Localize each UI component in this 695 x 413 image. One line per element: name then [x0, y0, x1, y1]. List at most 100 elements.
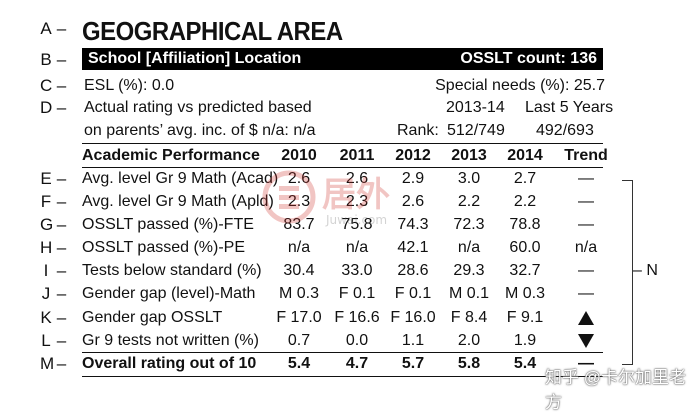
col-2011: 2011: [339, 147, 375, 164]
table-row: Avg. level Gr 9 Math (Acad) 2.6 2.6 2.9 …: [82, 168, 612, 190]
header-rule-top: [82, 143, 603, 144]
row-label: Avg. level Gr 9 Math (Apld): [82, 193, 274, 210]
bottom-rule: [82, 376, 603, 377]
row-label: Tests below standard (%): [82, 262, 262, 279]
trend-cell: [558, 330, 614, 355]
cell: 1.1: [401, 332, 425, 349]
trend-cell: —: [578, 216, 594, 233]
cell: 72.3: [453, 216, 485, 233]
academic-performance-heading: Academic Performance: [82, 147, 260, 164]
cell: 75.8: [341, 216, 373, 233]
overall-label: Overall rating out of 10: [82, 355, 257, 372]
cell: 2.0: [457, 332, 481, 349]
cell: M 0.3: [504, 285, 545, 302]
cell: 0.7: [287, 332, 311, 349]
key-h: H –: [40, 238, 67, 257]
table-row: Tests below standard (%) 30.4 33.0 28.6 …: [82, 260, 612, 282]
cell: M 0.3: [278, 285, 319, 302]
key-a: A –: [40, 19, 67, 38]
cell: 2.6: [345, 170, 369, 187]
cell: 74.3: [397, 216, 429, 233]
key-c: C –: [40, 76, 67, 95]
table-row: Gender gap OSSLT F 17.0 F 16.6 F 16.0 F …: [82, 307, 612, 329]
row-label: OSSLT passed (%)-FTE: [82, 216, 254, 233]
cell: n/a: [457, 239, 481, 256]
right-bracket: [622, 180, 633, 365]
cell: 2.3: [287, 193, 311, 210]
table-row: Avg. level Gr 9 Math (Apld) 2.3 2.3 2.6 …: [82, 191, 612, 213]
trend-cell: —: [578, 193, 594, 210]
cell: 5.7: [401, 355, 425, 372]
key-i: I –: [43, 261, 67, 280]
key-m: M –: [40, 354, 67, 373]
cell: 30.4: [283, 262, 315, 279]
rank-label: Rank:: [397, 122, 439, 139]
header-rule-bottom: [82, 167, 603, 168]
watermark-logo: 居外 Juwai.com: [262, 170, 390, 227]
cell: 29.3: [453, 262, 485, 279]
key-j: J –: [41, 284, 67, 303]
cell: 5.4: [513, 355, 537, 372]
cell: 2.6: [401, 193, 425, 210]
col-2013: 2013: [451, 147, 487, 164]
special-needs-percent: Special needs (%): 25.7: [435, 77, 605, 94]
cell: 2.7: [513, 170, 537, 187]
cell: 28.6: [397, 262, 429, 279]
key-l: L –: [41, 331, 67, 350]
cell: 5.8: [457, 355, 481, 372]
cell: 2.9: [401, 170, 425, 187]
period-2013-14: 2013-14: [446, 99, 505, 116]
watermark-logo-text: 居外: [322, 175, 390, 215]
key-f: F –: [40, 192, 67, 211]
actual-rating-line-1: Actual rating vs predicted based: [84, 99, 312, 116]
trend-cell: —: [578, 262, 594, 279]
down-triangle-icon: [578, 334, 594, 348]
trend-cell: —: [578, 285, 594, 302]
cell: 0.0: [345, 332, 369, 349]
row-label: Gender gap OSSLT: [82, 309, 223, 326]
cell: 2.2: [513, 193, 537, 210]
cell: n/a: [287, 239, 311, 256]
period-last-5-years: Last 5 Years: [525, 99, 614, 116]
school-header-bar: School [Affiliation] Location OSSLT coun…: [82, 48, 603, 70]
watermark-logo-url: Juwai.com: [325, 213, 387, 227]
trend-cell: n/a: [574, 239, 598, 256]
key-n: – N: [633, 262, 658, 279]
rank-last-5-years: 492/693: [536, 122, 594, 139]
cell: F 0.1: [394, 285, 432, 302]
up-triangle-icon: [578, 311, 594, 325]
cell: 32.7: [509, 262, 541, 279]
col-2014: 2014: [507, 147, 543, 164]
key-b: B –: [40, 50, 67, 69]
row-label: OSSLT passed (%)-PE: [82, 239, 246, 256]
actual-rating-line-2: on parents’ avg. inc. of $ n/a: n/a: [84, 122, 316, 139]
col-2012: 2012: [395, 147, 431, 164]
cell: F 16.6: [334, 309, 380, 326]
cell: F 17.0: [276, 309, 322, 326]
overall-rule: [82, 352, 603, 353]
overall-row: Overall rating out of 10 5.4 4.7 5.7 5.8…: [82, 353, 612, 375]
table-row: OSSLT passed (%)-FTE 83.7 75.8 74.3 72.3…: [82, 214, 612, 236]
key-d: D –: [40, 98, 67, 117]
esl-percent: ESL (%): 0.0: [84, 77, 175, 94]
trend-cell: —: [578, 355, 594, 372]
cell: 83.7: [283, 216, 315, 233]
cell: 5.4: [287, 355, 311, 372]
cell: F 8.4: [450, 309, 488, 326]
table-row: Gr 9 tests not written (%) 0.7 0.0 1.1 2…: [82, 330, 612, 352]
cell: 4.7: [345, 355, 369, 372]
cell: 42.1: [397, 239, 429, 256]
col-2010: 2010: [281, 147, 317, 164]
osslt-count: OSSLT count: 136: [460, 50, 597, 67]
school-location: School [Affiliation] Location: [88, 50, 302, 67]
cell: n/a: [345, 239, 369, 256]
rank-2013-14: 512/749: [447, 122, 505, 139]
table-header: Academic Performance 2010 2011 2012 2013…: [82, 145, 612, 167]
trend-cell: [558, 307, 614, 332]
row-label: Avg. level Gr 9 Math (Acad): [82, 170, 279, 187]
cell: 2.3: [345, 193, 369, 210]
col-trend: Trend: [564, 147, 608, 164]
cell: 78.8: [509, 216, 541, 233]
row-label: Gender gap (level)-Math: [82, 285, 256, 302]
table-row: Gender gap (level)-Math M 0.3 F 0.1 F 0.…: [82, 283, 612, 305]
